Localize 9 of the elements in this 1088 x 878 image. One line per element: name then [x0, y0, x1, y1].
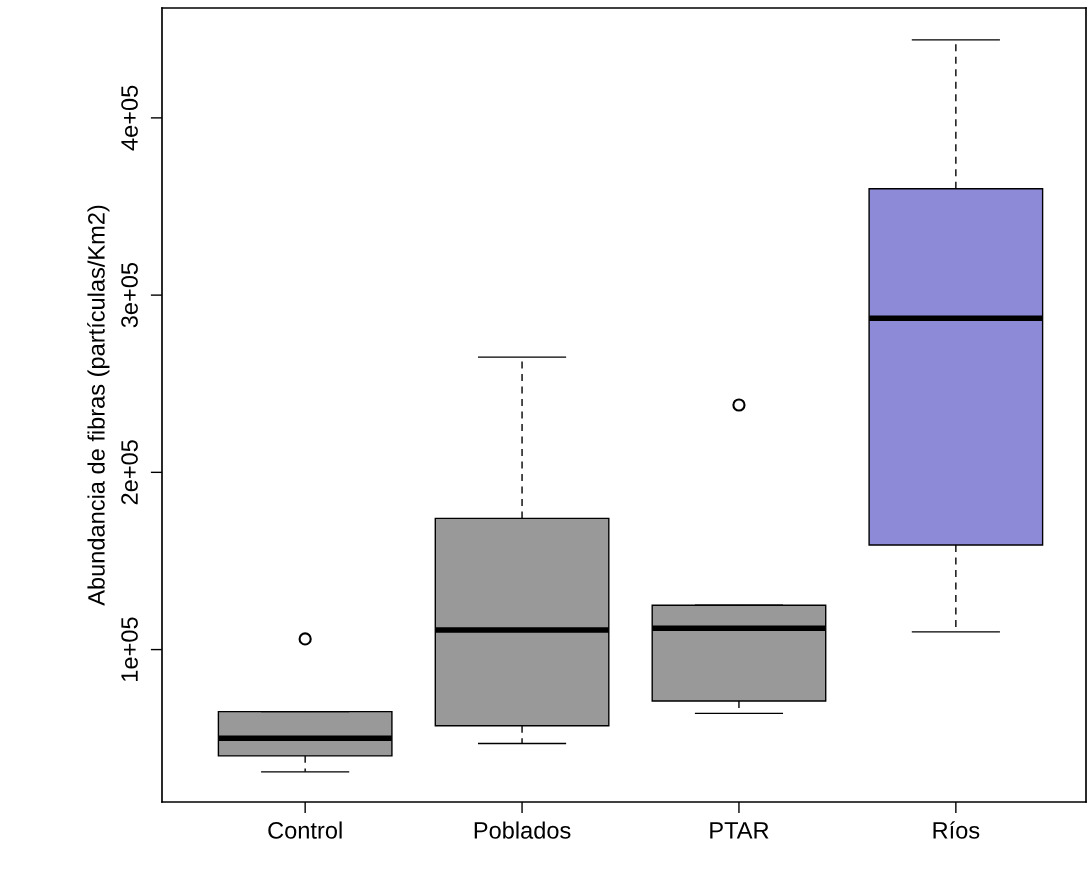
y-tick-label: 4e+05 [121, 85, 138, 151]
y-tick-label: 1e+05 [121, 617, 138, 681]
y-tick-label: 3e+05 [121, 262, 138, 328]
x-tick-label: PTAR [710, 822, 769, 839]
x-tick-label: Ríos [933, 821, 980, 839]
y-tick-label: 2e+05 [121, 440, 138, 505]
x-tick-label: Poblados [474, 821, 571, 839]
x-tick-label: Control [268, 821, 342, 839]
y-axis-title: Abundancia de fibras (partículas/Km2) [87, 205, 110, 606]
